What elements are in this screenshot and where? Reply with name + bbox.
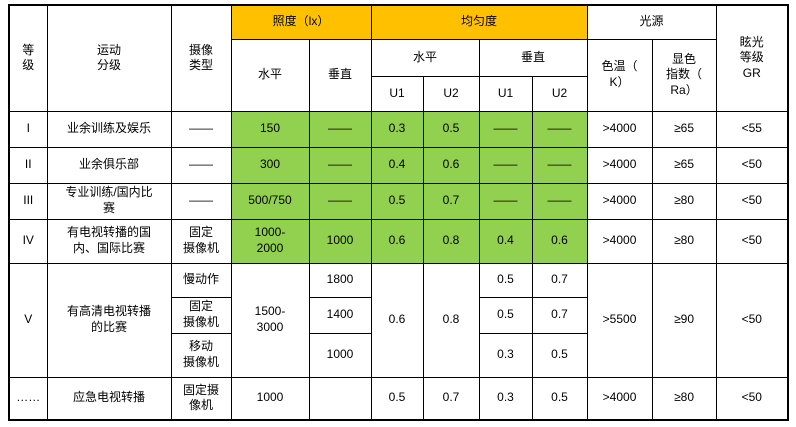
r5-illum-h: 1500- 3000 [230, 262, 310, 378]
r1-sport: 业余训练及娱乐 [46, 110, 172, 148]
r3-sport: 专业训练/国内比 赛 [46, 182, 172, 220]
r2-grade: II [8, 146, 48, 184]
r3-u2-h: 0.7 [422, 182, 480, 220]
header-u1-vertical: U1 [478, 75, 533, 112]
r5-cri: ≥90 [651, 262, 717, 378]
r2-camera: —— [170, 146, 232, 184]
r6-cri: ≥80 [651, 376, 717, 421]
r1-u1-v: —— [478, 110, 533, 148]
r1-grade: I [8, 110, 48, 148]
r3-u1-h: 0.5 [370, 182, 424, 220]
r4-grade: IV [8, 218, 48, 264]
header-illuminance: 照度（lx） [230, 4, 372, 40]
r4-camera: 固定 摄像机 [170, 218, 232, 264]
header-u2-horizontal: U2 [422, 75, 480, 112]
r1-glare: <55 [715, 110, 789, 148]
r1-illum-v: —— [308, 110, 372, 148]
r6-glare: <50 [715, 376, 789, 421]
header-uniformity: 均匀度 [370, 4, 588, 40]
r5-u2-h: 0.8 [422, 262, 480, 378]
header-cri: 显色 指数（ Ra） [651, 38, 717, 112]
r3-grade: III [8, 182, 48, 220]
r3-u2-v: —— [531, 182, 588, 220]
header-grade: 等 级 [8, 4, 48, 112]
r4-illum-v: 1000 [308, 218, 372, 264]
r6-camera: 固定摄 像机 [170, 376, 232, 421]
r1-color-temp: >4000 [586, 110, 653, 148]
r2-u1-v: —— [478, 146, 533, 184]
r5c-illum-v: 1000 [308, 332, 372, 378]
r2-cri: ≥65 [651, 146, 717, 184]
r2-illum-h: 300 [230, 146, 310, 184]
r3-glare: <50 [715, 182, 789, 220]
header-camera-type: 摄像 类型 [170, 4, 232, 112]
header-illum-vertical: 垂直 [308, 38, 372, 112]
r1-camera: —— [170, 110, 232, 148]
r5b-u2-v: 0.7 [531, 296, 588, 334]
r1-cri: ≥65 [651, 110, 717, 148]
r5c-camera: 移动 摄像机 [170, 332, 232, 378]
r3-illum-v: —— [308, 182, 372, 220]
r6-u2-v: 0.5 [531, 376, 588, 421]
header-uniformity-vertical: 垂直 [478, 38, 588, 77]
r4-u1-h: 0.6 [370, 218, 424, 264]
r5a-u2-v: 0.7 [531, 262, 588, 298]
header-uniformity-horizontal: 水平 [370, 38, 480, 77]
r3-cri: ≥80 [651, 182, 717, 220]
r2-color-temp: >4000 [586, 146, 653, 184]
r3-color-temp: >4000 [586, 182, 653, 220]
header-u2-vertical: U2 [531, 75, 588, 112]
r5b-illum-v: 1400 [308, 296, 372, 334]
r5-color-temp: >5500 [586, 262, 653, 378]
r3-illum-h: 500/750 [230, 182, 310, 220]
header-light-source: 光源 [586, 4, 717, 40]
r1-u2-v: —— [531, 110, 588, 148]
header-color-temp: 色温（ K） [586, 38, 653, 112]
r5-sport: 有高清电视转播 的比赛 [46, 262, 172, 378]
r5c-u2-v: 0.5 [531, 332, 588, 378]
r4-u1-v: 0.4 [478, 218, 533, 264]
r2-u2-v: —— [531, 146, 588, 184]
r5a-camera: 慢动作 [170, 262, 232, 298]
lighting-standards-table: 等 级 运动 分级 摄像 类型 照度（lx） 均匀度 光源 眩光 等级 GR 水… [8, 4, 790, 421]
r4-u2-h: 0.8 [422, 218, 480, 264]
r4-u2-v: 0.6 [531, 218, 588, 264]
r6-color-temp: >4000 [586, 376, 653, 421]
r1-u1-h: 0.3 [370, 110, 424, 148]
r6-u2-h: 0.7 [422, 376, 480, 421]
r2-glare: <50 [715, 146, 789, 184]
header-illum-horizontal: 水平 [230, 38, 310, 112]
r2-u2-h: 0.6 [422, 146, 480, 184]
r4-color-temp: >4000 [586, 218, 653, 264]
r4-sport: 有电视转播的国 内、国际比赛 [46, 218, 172, 264]
r5b-camera: 固定 摄像机 [170, 296, 232, 334]
r2-sport: 业余俱乐部 [46, 146, 172, 184]
r4-cri: ≥80 [651, 218, 717, 264]
r2-illum-v: —— [308, 146, 372, 184]
r5-grade: V [8, 262, 48, 378]
r3-camera: —— [170, 182, 232, 220]
r5c-u1-v: 0.3 [478, 332, 533, 378]
header-glare-rating: 眩光 等级 GR [715, 4, 789, 112]
r6-illum-v [308, 376, 372, 421]
header-u1-horizontal: U1 [370, 75, 424, 112]
header-sport-class: 运动 分级 [46, 4, 172, 112]
r4-glare: <50 [715, 218, 789, 264]
r2-u1-h: 0.4 [370, 146, 424, 184]
r5a-illum-v: 1800 [308, 262, 372, 298]
r3-u1-v: —— [478, 182, 533, 220]
r1-u2-h: 0.5 [422, 110, 480, 148]
r6-u1-v: 0.3 [478, 376, 533, 421]
r5-glare: <50 [715, 262, 789, 378]
r5a-u1-v: 0.5 [478, 262, 533, 298]
r6-illum-h: 1000 [230, 376, 310, 421]
r4-illum-h: 1000- 2000 [230, 218, 310, 264]
r1-illum-h: 150 [230, 110, 310, 148]
r5-u1-h: 0.6 [370, 262, 424, 378]
r6-grade: …… [8, 376, 48, 421]
r5b-u1-v: 0.5 [478, 296, 533, 334]
r6-sport: 应急电视转播 [46, 376, 172, 421]
r6-u1-h: 0.5 [370, 376, 424, 421]
